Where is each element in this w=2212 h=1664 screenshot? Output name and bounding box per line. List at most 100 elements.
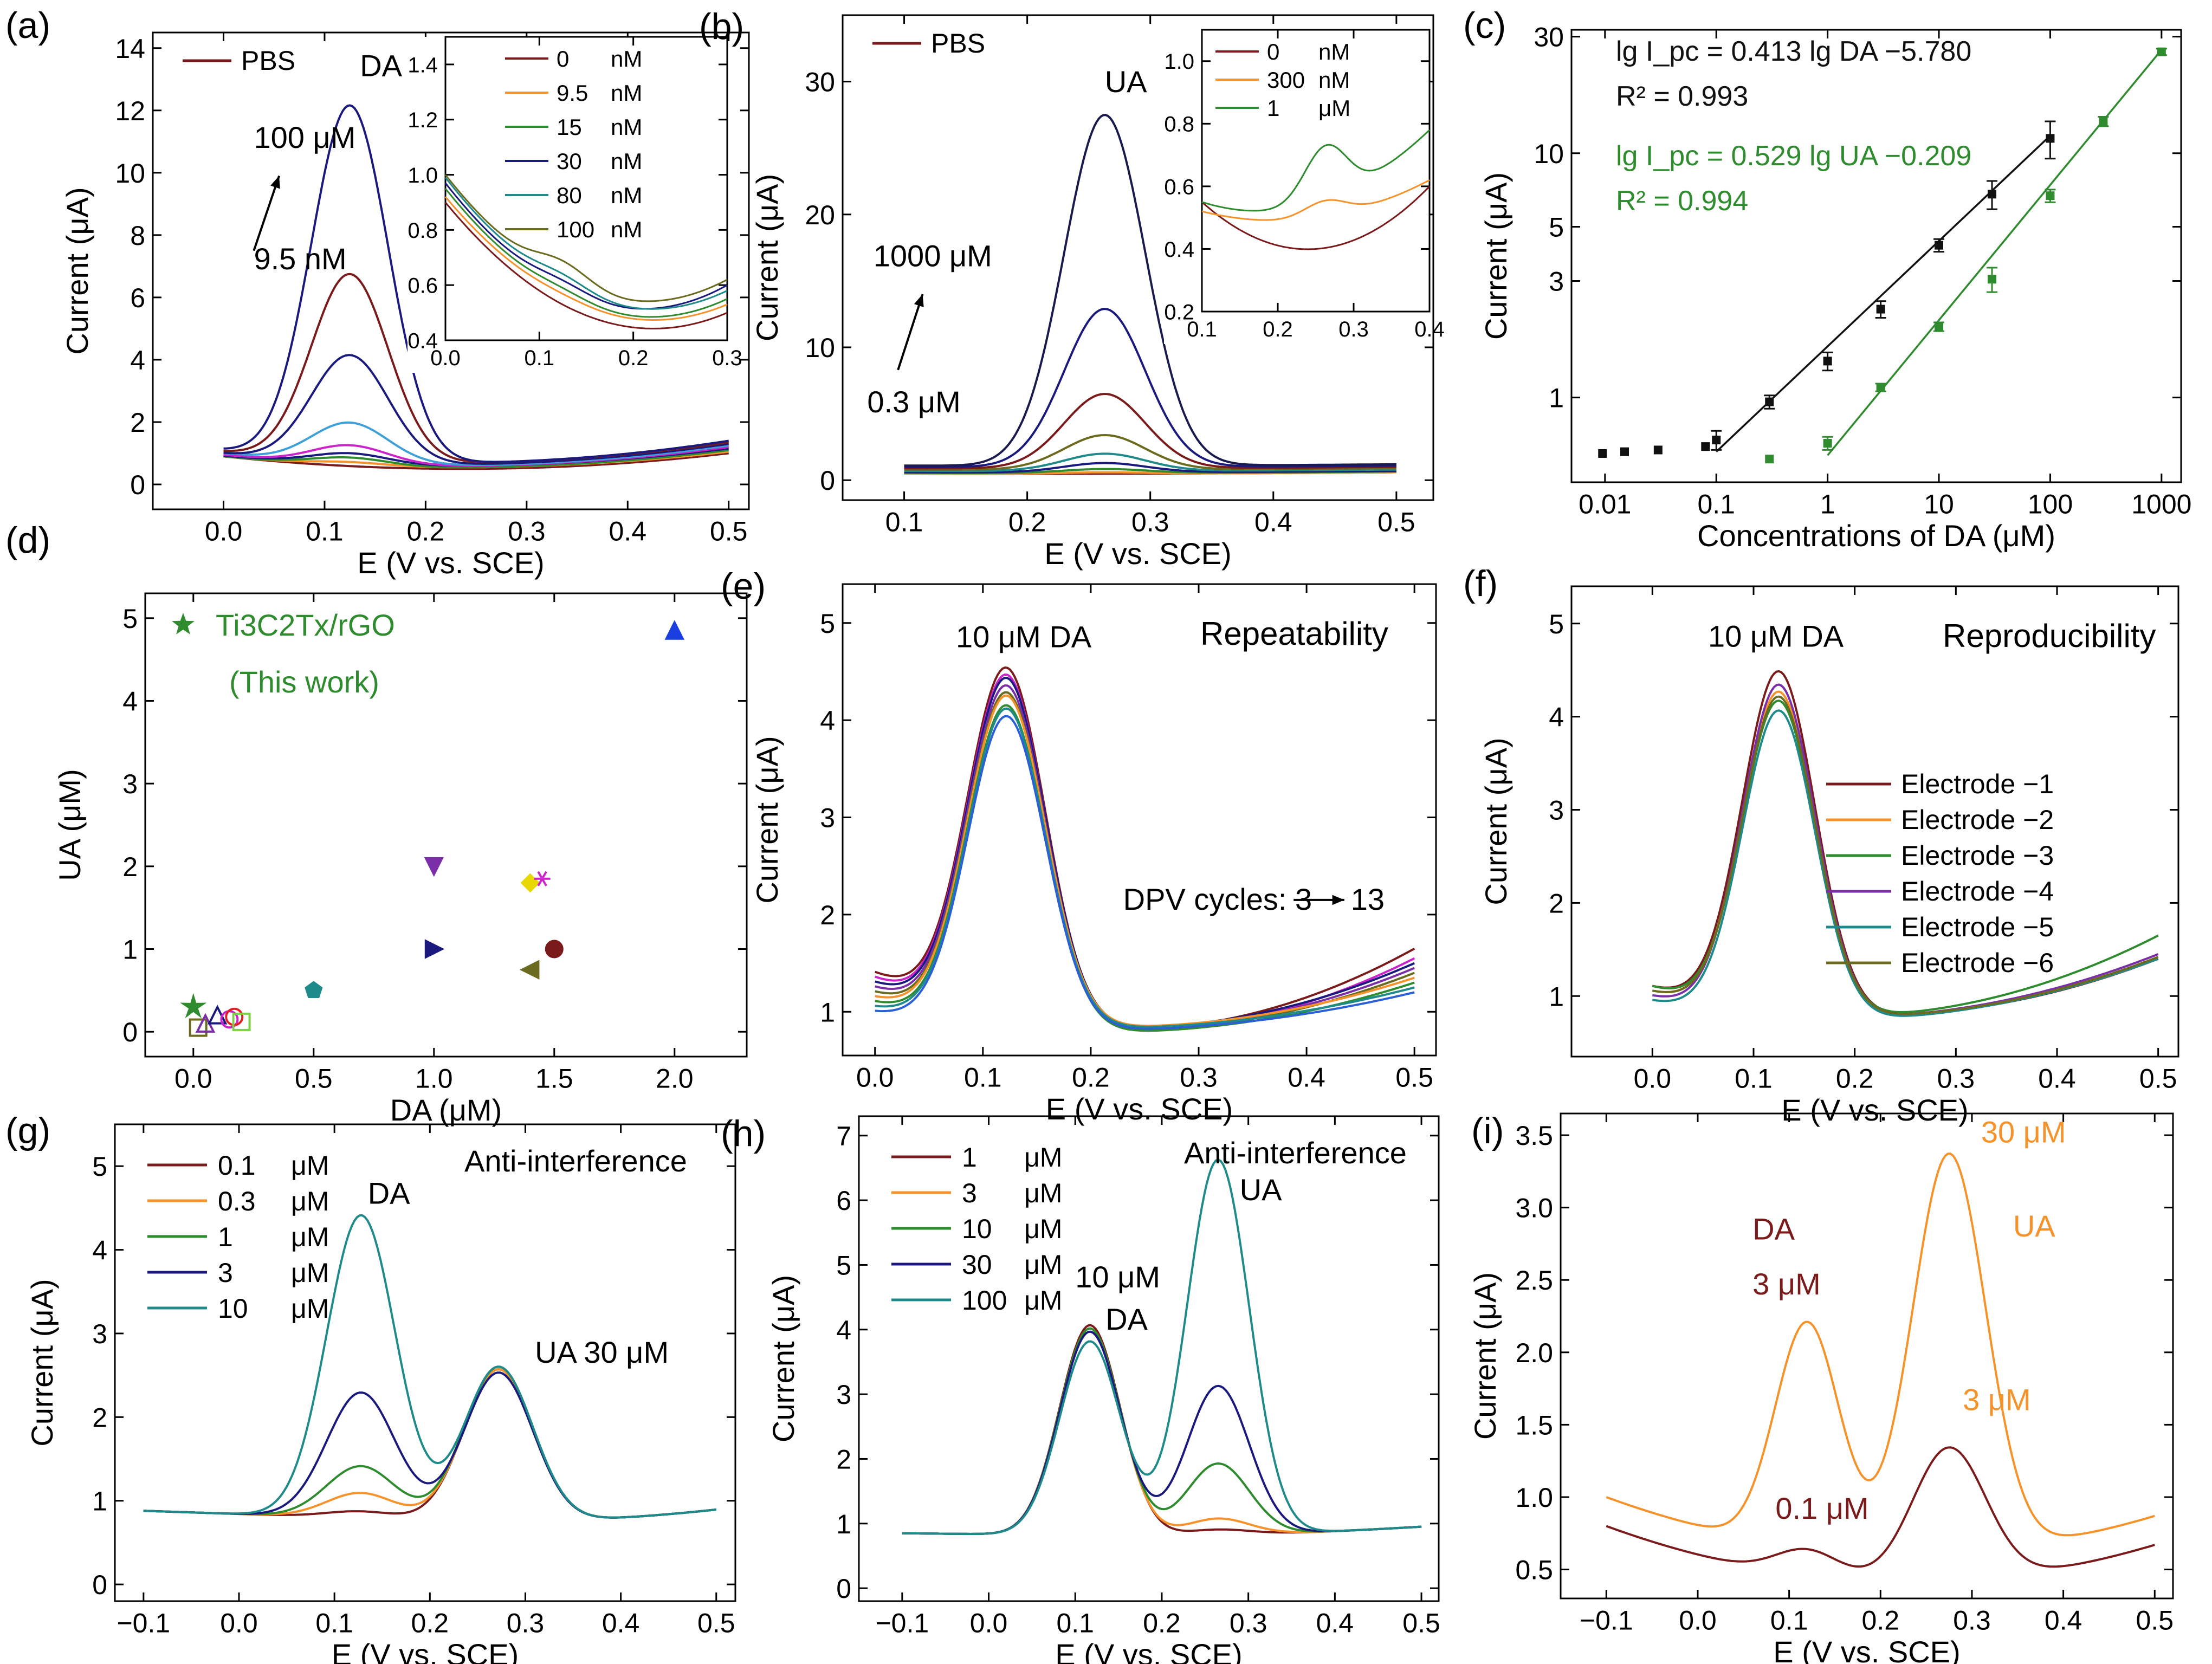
panel-g: (g) −0.1 0.0 0.1 0.2 0.3 0.4 0.5 0 1 2 3 4 5 E (V vs. … xyxy=(5,1110,736,1664)
axis-x-tick-label: 0.4 xyxy=(1254,507,1292,538)
data-point xyxy=(2046,134,2055,143)
y-axis-label: Current (μA) xyxy=(750,736,784,903)
panel-f: (f) 0.0 0.1 0.2 0.3 0.4 0.5 1 2 3 4 5 E (V vs. SCE) C… xyxy=(1463,563,2179,1127)
legend-label: 0.1 xyxy=(218,1150,256,1181)
y-axis-label: Current (μA) xyxy=(766,1275,800,1442)
axis-y-tick-label: 0 xyxy=(836,1574,851,1604)
inset-legend-label: 0 xyxy=(1267,39,1279,64)
inset-axis-y-tick-label: 0.8 xyxy=(408,219,438,243)
data-line xyxy=(143,1368,717,1519)
inset-data-line xyxy=(444,196,728,321)
axis-x-tick-label: 0.5 xyxy=(2136,1605,2174,1636)
axis-y-tick-label: 7 xyxy=(836,1121,851,1151)
legend-unit: μM xyxy=(291,1186,329,1216)
axis-y-tick-label: 6 xyxy=(836,1186,851,1216)
axis-x-tick-label: 0.4 xyxy=(1316,1608,1354,1639)
axis-y-tick-label: 5 xyxy=(122,604,138,634)
axis-y-tick-label: 0 xyxy=(92,1570,107,1600)
arrow-line xyxy=(253,175,280,251)
axis-y-tick-label: 2.0 xyxy=(1515,1338,1553,1368)
annotation: DA xyxy=(1105,1302,1148,1336)
legend-unit: μM xyxy=(291,1150,329,1181)
data-point xyxy=(1935,241,1944,250)
axis-x-tick-label: 0.2 xyxy=(411,1608,449,1639)
data-point xyxy=(1935,322,1944,331)
inset-data-line xyxy=(1201,185,1431,250)
axis-y-tick-label: 1 xyxy=(1549,981,1564,1012)
axis-x-tick-label: 0.4 xyxy=(2038,1064,2076,1094)
axis-y-tick-label: 5 xyxy=(1549,212,1564,242)
legend-label: 10 xyxy=(962,1214,992,1244)
axis-y-tick-label: 3 xyxy=(1549,267,1564,297)
axis-y-tick-label: 3 xyxy=(836,1380,851,1410)
inset-axis-x-tick-label: 0.1 xyxy=(1187,318,1217,341)
axis-y-tick-label: 14 xyxy=(115,34,145,64)
x-axis-label: E (V vs. SCE) xyxy=(1044,536,1231,571)
x-axis-label: E (V vs. SCE) xyxy=(1773,1635,1960,1664)
annotation: 10 μM DA xyxy=(956,620,1092,654)
data-line xyxy=(904,452,1396,472)
axis-frame xyxy=(152,31,750,510)
axis-y-tick-label: 5 xyxy=(820,608,835,639)
axis-frame xyxy=(858,1115,1440,1602)
data-point xyxy=(424,939,445,959)
chart-title: Reproducibility xyxy=(1943,618,2156,654)
inset-legend-unit: nM xyxy=(611,46,642,72)
axis-x-tick-label: 0.01 xyxy=(1579,489,1631,520)
data-point xyxy=(2046,191,2055,200)
inset-axis-x-tick-label: 0.3 xyxy=(1338,318,1369,341)
panel-label: (a) xyxy=(5,5,50,46)
axis-y-tick-label: 0 xyxy=(122,1017,138,1047)
axis-x-tick-label: 0.3 xyxy=(1953,1605,1991,1636)
annotation: UA xyxy=(1240,1173,1282,1207)
inset-data-line xyxy=(1201,179,1430,221)
axis-x-tick-label: 0.3 xyxy=(507,1608,545,1639)
data-point xyxy=(545,940,564,959)
axis-frame xyxy=(842,14,1434,501)
data-line xyxy=(143,1214,717,1519)
axis-x-tick-label: 0.5 xyxy=(1377,507,1415,538)
inset-axis-y-tick-label: 1.0 xyxy=(1164,50,1194,74)
annotation: UA 30 μM xyxy=(535,1335,669,1369)
data-line xyxy=(902,1327,1422,1536)
axis-y-tick-label: 2 xyxy=(820,900,835,930)
data-line xyxy=(902,1330,1422,1536)
inset-legend-label: 100 xyxy=(557,217,594,242)
data-point xyxy=(520,873,540,893)
axis-x-tick-label: 0.3 xyxy=(1230,1608,1267,1639)
inset-legend-unit: nM xyxy=(611,217,642,242)
axis-y-tick-label: 3.0 xyxy=(1515,1193,1553,1223)
axis-y-tick-label: 2 xyxy=(92,1402,107,1433)
annotation: UA xyxy=(1105,64,1147,99)
axis-x-tick-label: 0.5 xyxy=(2139,1064,2177,1094)
annotation: 100 μM xyxy=(254,120,355,154)
axis-y-tick-label: 1 xyxy=(836,1509,851,1539)
panel-label: (c) xyxy=(1463,5,1506,46)
axis-x-tick-label: 0.4 xyxy=(609,516,647,547)
y-axis-label: UA (μM) xyxy=(53,769,87,880)
inset-axis-y-tick-label: 0.6 xyxy=(408,274,438,298)
axis-x-tick-label: 0.1 xyxy=(1056,1608,1094,1639)
chart-title: Anti-interference xyxy=(464,1144,687,1178)
panel-a: (a) 0.0 0.1 0.2 0.3 0.4 0.5 0 2 4 6 8 10 12 14 E (V vs.… xyxy=(5,5,750,580)
data-point xyxy=(232,1012,251,1031)
y-axis-label: Current (μA) xyxy=(1479,737,1513,905)
axis-y-tick-label: 12 xyxy=(115,96,145,126)
y-axis-label: Current (μA) xyxy=(1479,172,1513,340)
panel-label: (e) xyxy=(721,566,766,607)
legend-label: 30 xyxy=(962,1249,992,1280)
legend-unit: μM xyxy=(1024,1249,1062,1280)
axis-y-tick-label: 1 xyxy=(122,935,138,965)
panel-label: (g) xyxy=(5,1110,50,1151)
axis-y-tick-label: 2 xyxy=(130,407,145,438)
axis-y-tick-label: 0 xyxy=(130,470,145,500)
axis-x-tick-label: 10 xyxy=(1924,489,1954,520)
legend-label: Electrode −2 xyxy=(1901,805,2054,835)
panel-i: (i) −0.1 0.0 0.1 0.2 0.3 0.4 0.5 0.5 1.0 1.5 2.0 2.5… xyxy=(1468,1110,2174,1664)
inset-axis-y-tick-label: 1.2 xyxy=(408,108,438,132)
data-point xyxy=(1988,275,1997,284)
data-line xyxy=(902,1327,1422,1536)
axis-y-tick-label: 5 xyxy=(1549,609,1564,639)
axis-y-tick-label: 4 xyxy=(122,686,138,716)
axis-x-tick-label: 0.2 xyxy=(407,516,445,547)
